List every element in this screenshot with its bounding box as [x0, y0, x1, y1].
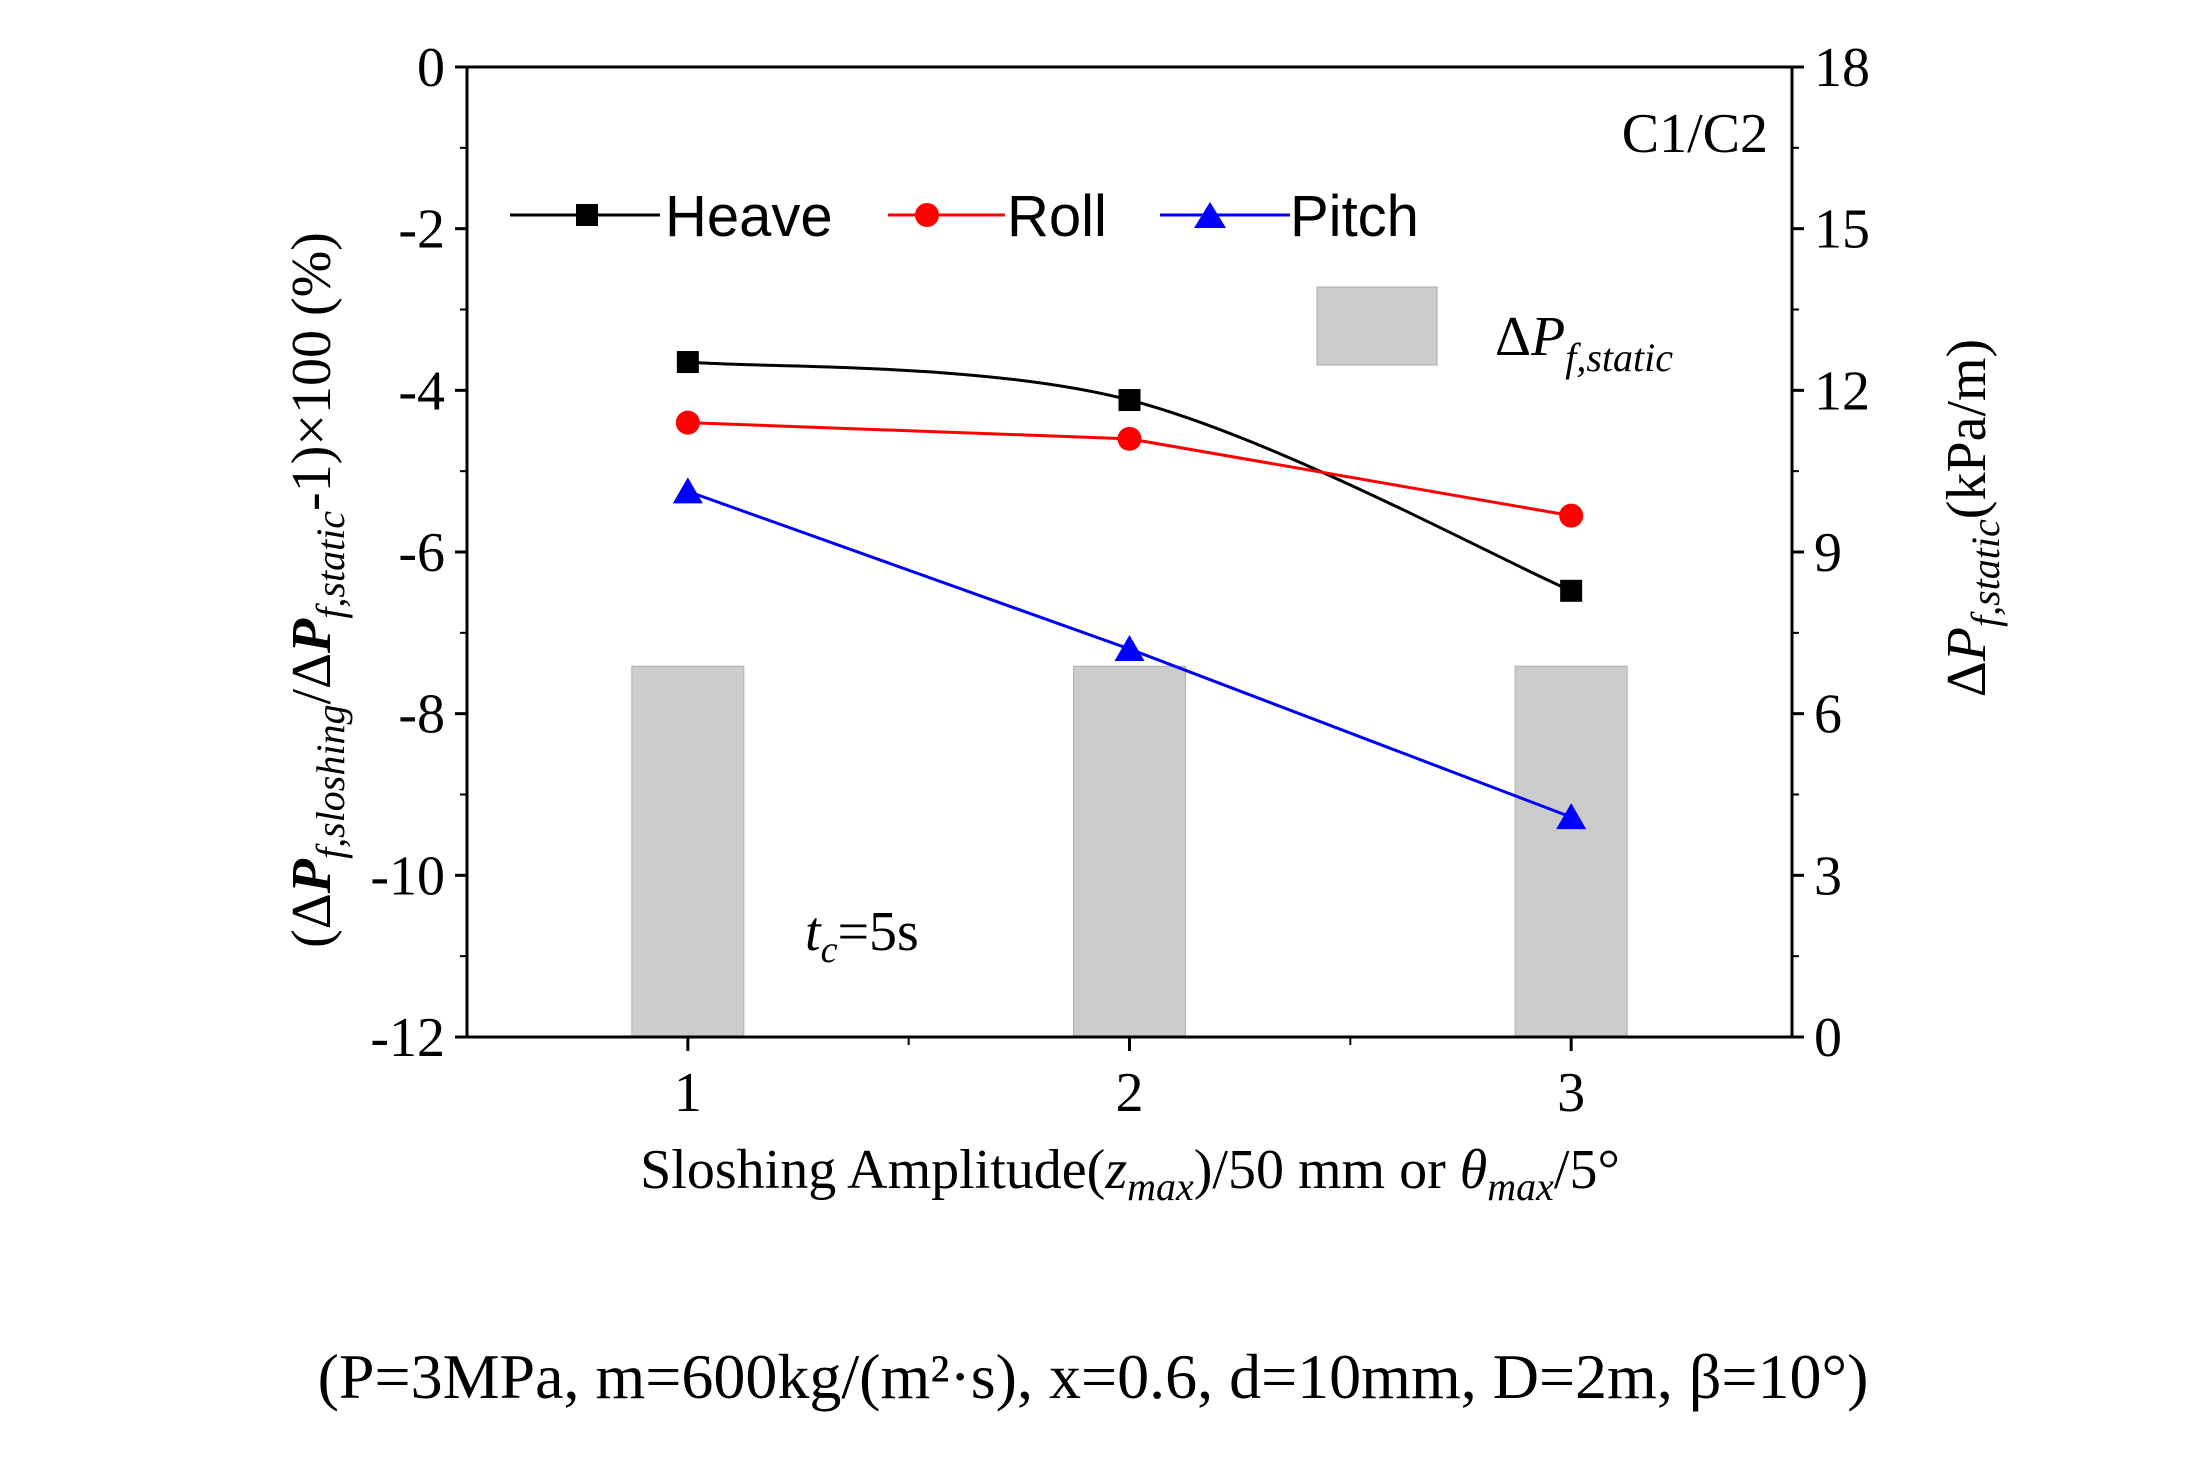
- x-axis-label: Sloshing Amplitude(zmax)/50 mm or θmax/5…: [640, 1139, 1620, 1209]
- legend-marker-heave: [576, 204, 598, 226]
- x-tick-label: 1: [674, 1062, 702, 1124]
- annotation-sub: c: [821, 929, 838, 971]
- point-roll-1: [675, 410, 700, 435]
- legend-bar-swatch: [1316, 286, 1438, 366]
- panel-label: C1/C2: [1622, 103, 1768, 165]
- ylabel-right-sub: f,static: [1963, 519, 2008, 627]
- y-left-tick-label: -8: [398, 684, 445, 746]
- point-pitch-3: [1556, 803, 1587, 830]
- point-heave-1: [676, 351, 699, 374]
- point-heave-2: [1118, 389, 1141, 412]
- y-left-tick-label: 0: [417, 37, 445, 99]
- y-right-tick-label: 15: [1814, 199, 1870, 261]
- legend-bar-sub: f,static: [1565, 335, 1673, 380]
- y-left-tick-label: -12: [370, 1007, 445, 1069]
- x-tick-label: 3: [1557, 1062, 1585, 1124]
- xlabel-max2: max: [1487, 1164, 1554, 1209]
- legend-bar-label: ΔPf,static: [1495, 306, 1673, 380]
- xlabel-prefix: Sloshing Amplitude(: [640, 1139, 1105, 1201]
- point-roll-3: [1559, 503, 1584, 528]
- ylabel-left-sub2: f,static: [308, 511, 353, 619]
- annotation-value: =5s: [837, 901, 918, 963]
- legend-bar-delta: Δ: [1495, 306, 1531, 368]
- xlabel-z: z: [1104, 1139, 1127, 1201]
- y-right-tick-label: 0: [1814, 1007, 1842, 1069]
- ylabel-left-sub1: f,sloshing: [308, 705, 353, 859]
- y-axis-left-label: (ΔPf,sloshing/ΔPf,static-1)×100 (%): [281, 232, 353, 948]
- x-tick-label: 2: [1116, 1062, 1144, 1124]
- ylabel-left-close: -1)×100 (%): [281, 232, 343, 511]
- point-roll-2: [1117, 426, 1142, 451]
- xlabel-mid: )/50 mm or: [1194, 1139, 1460, 1201]
- ylabel-left-P1: P: [281, 858, 343, 894]
- legend-label-heave: Heave: [665, 184, 833, 249]
- legend-marker-roll: [915, 203, 939, 227]
- ylabel-right-unit: (kPa/m): [1936, 339, 1998, 519]
- annotation-t: t: [805, 901, 822, 963]
- y-left-tick-label: -6: [398, 522, 445, 584]
- figure-caption: (P=3MPa, m=600kg/(m²·s), x=0.6, d=10mm, …: [317, 1341, 1869, 1412]
- y-right-tick-label: 9: [1814, 522, 1842, 584]
- y-right-tick-label: 6: [1814, 684, 1842, 746]
- xlabel-max1: max: [1127, 1164, 1194, 1209]
- xlabel-suffix: /5°: [1554, 1139, 1620, 1201]
- bar-2: [1073, 665, 1186, 1038]
- legend-marker-pitch: [1194, 202, 1226, 228]
- y-left-tick-label: -10: [370, 845, 445, 907]
- legend-bar-P: P: [1530, 306, 1565, 368]
- annotation: tc=5s: [805, 901, 919, 971]
- y-left-tick-label: -2: [398, 199, 445, 261]
- ylabel-left-mid: /Δ: [281, 653, 343, 705]
- bar-1: [631, 665, 745, 1038]
- point-pitch-2: [1114, 635, 1145, 661]
- point-heave-3: [1560, 579, 1583, 602]
- legend-label-pitch: Pitch: [1290, 184, 1419, 249]
- bar-3: [1514, 665, 1628, 1038]
- bars-layer: [631, 665, 1628, 1038]
- lines-layer: [672, 351, 1587, 830]
- y-axis-right-label: ΔPf,static(kPa/m): [1936, 339, 2008, 697]
- y-right-tick-label: 3: [1814, 845, 1842, 907]
- ylabel-left-P2: P: [281, 618, 343, 654]
- y-right-tick-label: 12: [1814, 360, 1870, 422]
- ylabel-right-P: P: [1936, 627, 1998, 662]
- ylabel-right-delta: Δ: [1936, 661, 1998, 697]
- legend: Heave Roll Pitch ΔPf,static: [510, 184, 1673, 380]
- y-right-tick-label: 18: [1814, 37, 1870, 99]
- y-left-tick-label: -4: [398, 360, 445, 422]
- point-pitch-1: [672, 477, 703, 504]
- ylabel-left-open: (Δ: [281, 893, 343, 948]
- xlabel-theta: θ: [1460, 1139, 1488, 1201]
- legend-label-roll: Roll: [1007, 184, 1107, 249]
